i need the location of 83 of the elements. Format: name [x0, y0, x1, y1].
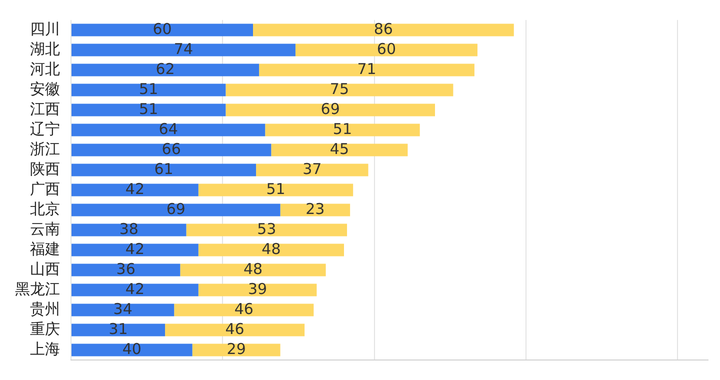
- y-tick-label: 北京: [30, 200, 60, 218]
- data-label: 29: [226, 340, 246, 358]
- data-label: 40: [122, 340, 142, 358]
- data-label: 60: [376, 40, 396, 58]
- data-label: 75: [330, 80, 349, 98]
- data-label: 45: [330, 140, 349, 158]
- data-label: 66: [162, 140, 181, 158]
- bar: [174, 304, 314, 316]
- bar: [72, 104, 226, 116]
- y-tick-label: 河北: [30, 60, 60, 78]
- bar: [198, 284, 317, 296]
- data-label: 38: [119, 220, 138, 238]
- data-label: 51: [332, 120, 352, 138]
- y-tick-label: 江西: [30, 100, 60, 118]
- y-tick-label: 安徽: [30, 80, 60, 98]
- bar: [253, 24, 514, 36]
- bar: [72, 224, 186, 236]
- bar: [72, 264, 180, 276]
- data-label: 60: [152, 20, 172, 38]
- bar: [198, 244, 344, 256]
- bar: [72, 344, 192, 356]
- bar: [72, 44, 296, 56]
- data-label: 74: [174, 40, 194, 58]
- data-label: 36: [116, 260, 136, 278]
- bar: [259, 64, 474, 76]
- data-label: 31: [108, 320, 128, 338]
- bar: [265, 124, 420, 136]
- bar: [72, 304, 174, 316]
- bar: [226, 84, 454, 96]
- data-label: 51: [139, 80, 158, 98]
- data-label: 39: [248, 280, 268, 298]
- y-tick-label: 山西: [30, 260, 60, 278]
- y-tick-label: 湖北: [30, 40, 60, 58]
- data-label: 23: [306, 200, 325, 218]
- bar: [226, 104, 435, 116]
- bar: [271, 144, 408, 156]
- data-label: 61: [154, 160, 174, 178]
- bar: [72, 284, 198, 296]
- data-label: 42: [125, 240, 144, 258]
- bar: [295, 44, 478, 56]
- data-label: 51: [266, 180, 286, 198]
- data-label: 71: [357, 60, 376, 78]
- data-label: 86: [374, 20, 393, 38]
- data-label: 48: [243, 260, 263, 278]
- bar: [256, 164, 368, 176]
- y-tick-label: 云南: [30, 220, 60, 238]
- data-label: 37: [302, 160, 322, 178]
- data-label: 53: [257, 220, 276, 238]
- data-label: 46: [225, 320, 244, 338]
- data-label: 69: [166, 200, 186, 218]
- bar: [72, 184, 198, 196]
- bar: [72, 144, 272, 156]
- bar: [72, 204, 280, 216]
- data-label: 42: [125, 180, 144, 198]
- y-tick-label: 陕西: [30, 160, 60, 178]
- data-label: 46: [234, 300, 254, 318]
- y-tick-label: 福建: [30, 240, 60, 258]
- data-label: 48: [262, 240, 281, 258]
- y-tick-label: 上海: [30, 340, 60, 358]
- y-tick-label: 四川: [30, 20, 60, 38]
- data-label: 34: [113, 300, 132, 318]
- bar: [180, 264, 326, 276]
- bar: [72, 84, 226, 96]
- data-label: 69: [320, 100, 340, 118]
- y-tick-label: 黑龙江: [15, 280, 60, 298]
- data-label: 64: [158, 120, 178, 138]
- bar: [72, 244, 198, 256]
- bar: [186, 224, 348, 236]
- y-tick-label: 重庆: [30, 320, 60, 338]
- y-tick-label: 广西: [30, 180, 60, 198]
- y-tick-label: 贵州: [30, 300, 60, 318]
- bar: [72, 324, 166, 336]
- bar: [72, 64, 260, 76]
- data-label: 42: [125, 280, 144, 298]
- data-label: 62: [156, 60, 175, 78]
- bar: [165, 324, 305, 336]
- y-tick-label: 浙江: [30, 140, 60, 158]
- data-label: 51: [139, 100, 158, 118]
- bar: [72, 24, 253, 36]
- bar: [72, 124, 266, 136]
- y-tick-label: 辽宁: [30, 120, 60, 138]
- bar: [198, 184, 354, 196]
- bar: [72, 164, 256, 176]
